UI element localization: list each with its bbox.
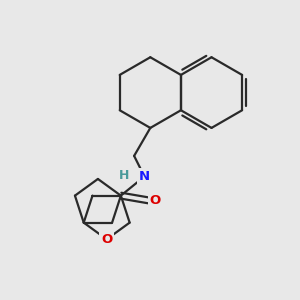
Text: O: O (150, 194, 161, 207)
Text: N: N (139, 170, 150, 183)
Text: O: O (101, 233, 112, 246)
Text: H: H (118, 169, 129, 182)
